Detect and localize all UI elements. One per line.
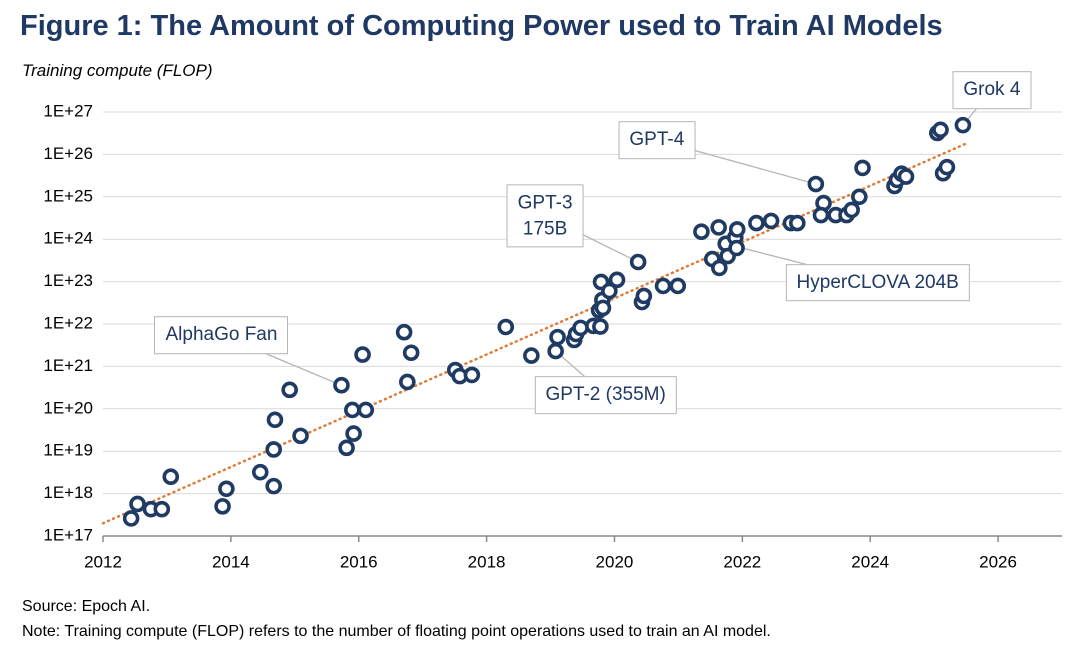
y-tick-label: 1E+18 xyxy=(43,483,93,502)
point xyxy=(572,319,589,337)
y-tick-label: 1E+25 xyxy=(43,186,93,205)
point xyxy=(251,463,269,481)
point xyxy=(266,411,284,429)
point xyxy=(292,427,309,445)
y-axis-title: Training compute (FLOP) xyxy=(22,61,213,80)
point xyxy=(669,277,687,295)
point xyxy=(629,253,647,271)
point xyxy=(333,376,350,394)
point xyxy=(693,223,710,241)
point xyxy=(463,366,481,384)
y-tick-label: 1E+27 xyxy=(43,101,93,120)
point xyxy=(214,498,231,515)
point xyxy=(897,168,915,185)
point xyxy=(851,188,868,206)
x-tick-label: 2024 xyxy=(851,552,889,571)
point xyxy=(843,201,860,219)
point xyxy=(592,318,609,335)
y-tick-label: 1E+24 xyxy=(43,229,93,248)
annotation: GPT-2 (355M) xyxy=(534,376,677,414)
point xyxy=(549,328,566,346)
point xyxy=(395,323,413,341)
point xyxy=(594,299,612,317)
y-tick-label: 1E+23 xyxy=(43,271,93,290)
point xyxy=(601,282,618,300)
x-tick-label: 2016 xyxy=(340,552,378,571)
annotation: Grok 4 xyxy=(952,71,1032,109)
point xyxy=(497,318,515,336)
annotation: AlphaGo Fan xyxy=(154,316,289,355)
point xyxy=(218,480,235,498)
point xyxy=(354,346,371,363)
point xyxy=(854,159,871,177)
point xyxy=(938,158,956,176)
point xyxy=(153,500,171,518)
point xyxy=(728,239,745,257)
point xyxy=(345,425,362,442)
point xyxy=(812,206,830,224)
y-tick-label: 1E+17 xyxy=(43,525,93,544)
point xyxy=(281,381,298,399)
point xyxy=(635,287,653,305)
point xyxy=(122,510,140,527)
point xyxy=(748,214,765,232)
annotation: GPT-3 175B xyxy=(506,184,584,248)
y-tick-label: 1E+20 xyxy=(43,398,93,417)
point xyxy=(402,344,420,362)
point xyxy=(654,277,672,295)
x-tick-label: 2022 xyxy=(723,552,761,571)
annotation: HyperCLOVA 204B xyxy=(785,263,970,302)
note: Note: Training compute (FLOP) refers to … xyxy=(22,623,771,640)
point xyxy=(710,219,727,236)
point xyxy=(162,468,180,486)
y-tick-label: 1E+26 xyxy=(43,144,93,163)
y-tick-label: 1E+19 xyxy=(43,441,93,460)
point xyxy=(762,212,780,230)
point xyxy=(547,342,564,360)
point xyxy=(265,441,283,458)
x-tick-label: 2020 xyxy=(596,552,634,571)
y-tick-label: 1E+22 xyxy=(43,313,93,332)
point xyxy=(711,259,728,277)
point xyxy=(728,221,746,238)
y-tick-label: 1E+21 xyxy=(43,356,93,375)
point xyxy=(789,214,806,232)
source: Source: Epoch AI. xyxy=(22,598,151,615)
annotation: GPT-4 xyxy=(618,121,696,159)
point xyxy=(338,439,355,457)
point xyxy=(344,401,361,419)
point xyxy=(265,477,283,495)
x-tick-label: 2026 xyxy=(979,552,1017,571)
point xyxy=(399,373,416,391)
point xyxy=(608,271,626,289)
point xyxy=(357,401,375,419)
point xyxy=(523,347,540,364)
point xyxy=(807,175,825,193)
x-tick-label: 2012 xyxy=(84,552,122,571)
point xyxy=(932,121,949,139)
chart-title: Figure 1: The Amount of Computing Power … xyxy=(20,10,943,42)
point xyxy=(954,116,972,134)
point xyxy=(129,495,146,513)
x-tick-label: 2014 xyxy=(212,552,250,571)
x-tick-label: 2018 xyxy=(468,552,506,571)
